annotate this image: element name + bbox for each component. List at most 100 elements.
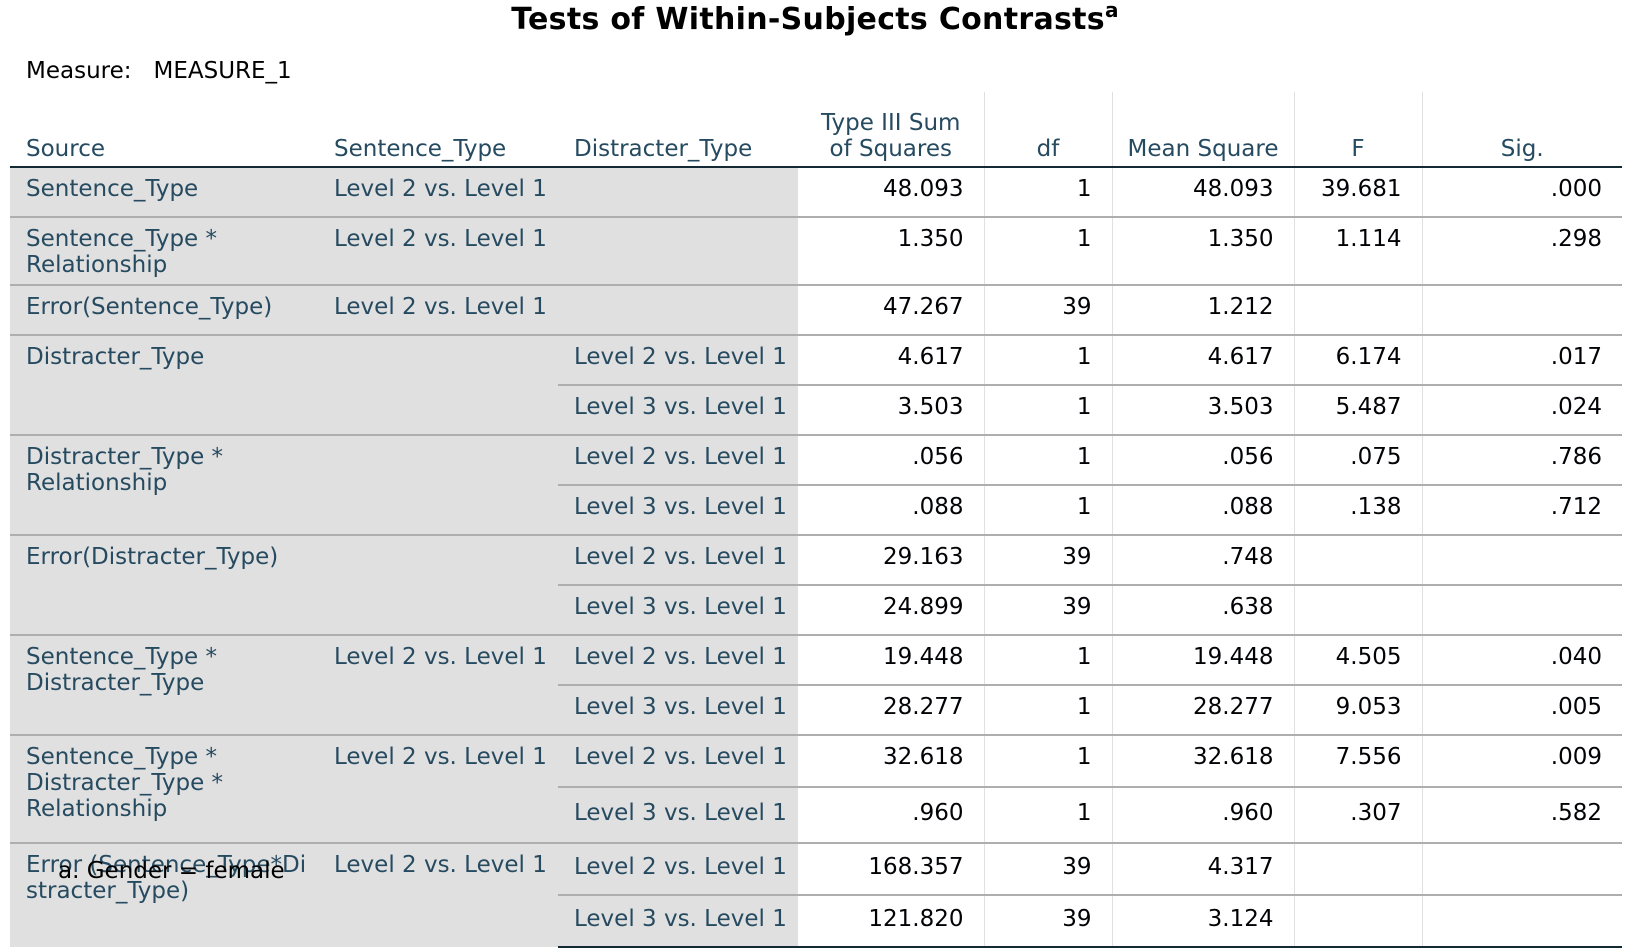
f-cell [1293,842,1422,895]
source-cell: Sentence_Type * Distracter_Type * Relati… [10,734,318,843]
ss-cell: 47.267 [798,284,984,335]
contrasts-table: Source Sentence_Type Distracter_Type Typ… [10,92,1622,948]
table-row: Distracter_Type Level 2 vs. Level 1 4.61… [10,334,1622,435]
sig-cell [1421,534,1622,585]
header-mean-square: Mean Square [1111,92,1294,168]
sentence-type-cell: Level 2 vs. Level 1 [318,216,558,285]
source-cell: Error(Sentence_Type) [10,284,318,335]
sig-cell: .786 [1421,434,1622,485]
table-title-text: Tests of Within-Subjects Contrasts [511,2,1105,37]
table-row: Sentence_Type * Distracter_Type Level 2 … [10,634,1622,735]
f-cell: 39.681 [1293,166,1422,217]
sentence-type-cell: Level 2 vs. Level 1 [318,842,558,947]
sig-cell [1421,842,1622,895]
df-cell: 39 [983,284,1112,335]
distracter-type-cell [558,284,798,335]
source-cell: Error(Distracter_Type) [10,534,318,635]
f-cell: 1.114 [1293,216,1422,285]
distracter-type-cell [558,216,798,285]
distracter-type-cell: Level 3 vs. Level 1 [558,484,798,535]
ss-cell: 168.357 [798,842,984,895]
sentence-type-cell: Level 2 vs. Level 1 [318,634,558,735]
distracter-type-cell: Level 3 vs. Level 1 [558,584,798,635]
sig-cell [1421,584,1622,635]
f-cell [1293,284,1422,335]
ms-cell: .960 [1111,786,1294,843]
df-cell: 1 [983,734,1112,787]
title-footnote-marker: a [1104,0,1119,22]
ms-cell: 48.093 [1111,166,1294,217]
sig-cell: .000 [1421,166,1622,217]
ss-cell: 3.503 [798,384,984,435]
f-cell: .075 [1293,434,1422,485]
ms-cell: .056 [1111,434,1294,485]
sig-cell: .582 [1421,786,1622,843]
table-row: Sentence_Type * Relationship Level 2 vs.… [10,216,1622,285]
df-cell: 1 [983,434,1112,485]
table-row: Error (Sentence_Type*Distracter_Type) Le… [10,842,1622,947]
header-f: F [1293,92,1422,168]
ms-cell: 1.350 [1111,216,1294,285]
sig-cell [1421,894,1622,948]
df-cell: 39 [983,842,1112,895]
header-ss-line1: Type III Sum [821,110,961,136]
ss-cell: 48.093 [798,166,984,217]
distracter-type-cell: Level 2 vs. Level 1 [558,734,798,787]
ss-cell: 24.899 [798,584,984,635]
f-cell: 6.174 [1293,334,1422,385]
table-row: Level 3 vs. Level 1 3.503 1 3.503 5.487 … [10,384,1622,435]
table-row: Sentence_Type * Distracter_Type * Relati… [10,734,1622,843]
header-sig: Sig. [1421,92,1622,168]
source-cell: Sentence_Type * Relationship [10,216,318,285]
sig-cell: .040 [1421,634,1622,685]
ms-cell: .748 [1111,534,1294,585]
ss-cell: 28.277 [798,684,984,735]
header-df: df [983,92,1112,168]
ss-cell: 19.448 [798,634,984,685]
f-cell [1293,894,1422,948]
f-cell: 5.487 [1293,384,1422,435]
header-source: Source [10,92,318,168]
ss-cell: 29.163 [798,534,984,585]
ss-cell: 1.350 [798,216,984,285]
table-row: Level 3 vs. Level 1 .960 1 .960 .307 .58… [10,786,1622,843]
ms-cell: 28.277 [1111,684,1294,735]
table-title: Tests of Within-Subjects Contrastsa [0,0,1630,37]
distracter-type-cell: Level 2 vs. Level 1 [558,534,798,585]
df-cell: 1 [983,384,1112,435]
f-cell: 4.505 [1293,634,1422,685]
df-cell: 1 [983,786,1112,843]
f-cell: 9.053 [1293,684,1422,735]
f-cell: .138 [1293,484,1422,535]
sig-cell [1421,284,1622,335]
header-ss-line2: of Squares [829,136,952,162]
ms-cell: 19.448 [1111,634,1294,685]
sentence-type-cell: Level 2 vs. Level 1 [318,734,558,843]
ms-cell: 1.212 [1111,284,1294,335]
f-cell: 7.556 [1293,734,1422,787]
source-cell: Sentence_Type [10,166,318,217]
table-row: Sentence_Type Level 2 vs. Level 1 48.093… [10,166,1622,217]
table-row: Level 3 vs. Level 1 .088 1 .088 .138 .71… [10,484,1622,535]
sig-cell: .024 [1421,384,1622,435]
table-row: Distracter_Type * Relationship Level 2 v… [10,434,1622,535]
df-cell: 39 [983,894,1112,948]
f-cell [1293,584,1422,635]
header-distracter-type: Distracter_Type [558,92,798,168]
source-cell: Distracter_Type * Relationship [10,434,318,535]
df-cell: 1 [983,484,1112,535]
ss-cell: .960 [798,786,984,843]
header-sum-of-squares: Type III Sum of Squares [798,92,984,168]
df-cell: 39 [983,534,1112,585]
distracter-type-cell: Level 3 vs. Level 1 [558,684,798,735]
sentence-type-cell [318,334,558,435]
header-row: Source Sentence_Type Distracter_Type Typ… [10,92,1622,168]
distracter-type-cell: Level 3 vs. Level 1 [558,786,798,843]
table-row: Error(Distracter_Type) Level 2 vs. Level… [10,534,1622,635]
f-cell: .307 [1293,786,1422,843]
sig-cell: .009 [1421,734,1622,787]
df-cell: 1 [983,334,1112,385]
df-cell: 1 [983,634,1112,685]
distracter-type-cell: Level 2 vs. Level 1 [558,634,798,685]
table-row: Error(Sentence_Type) Level 2 vs. Level 1… [10,284,1622,335]
